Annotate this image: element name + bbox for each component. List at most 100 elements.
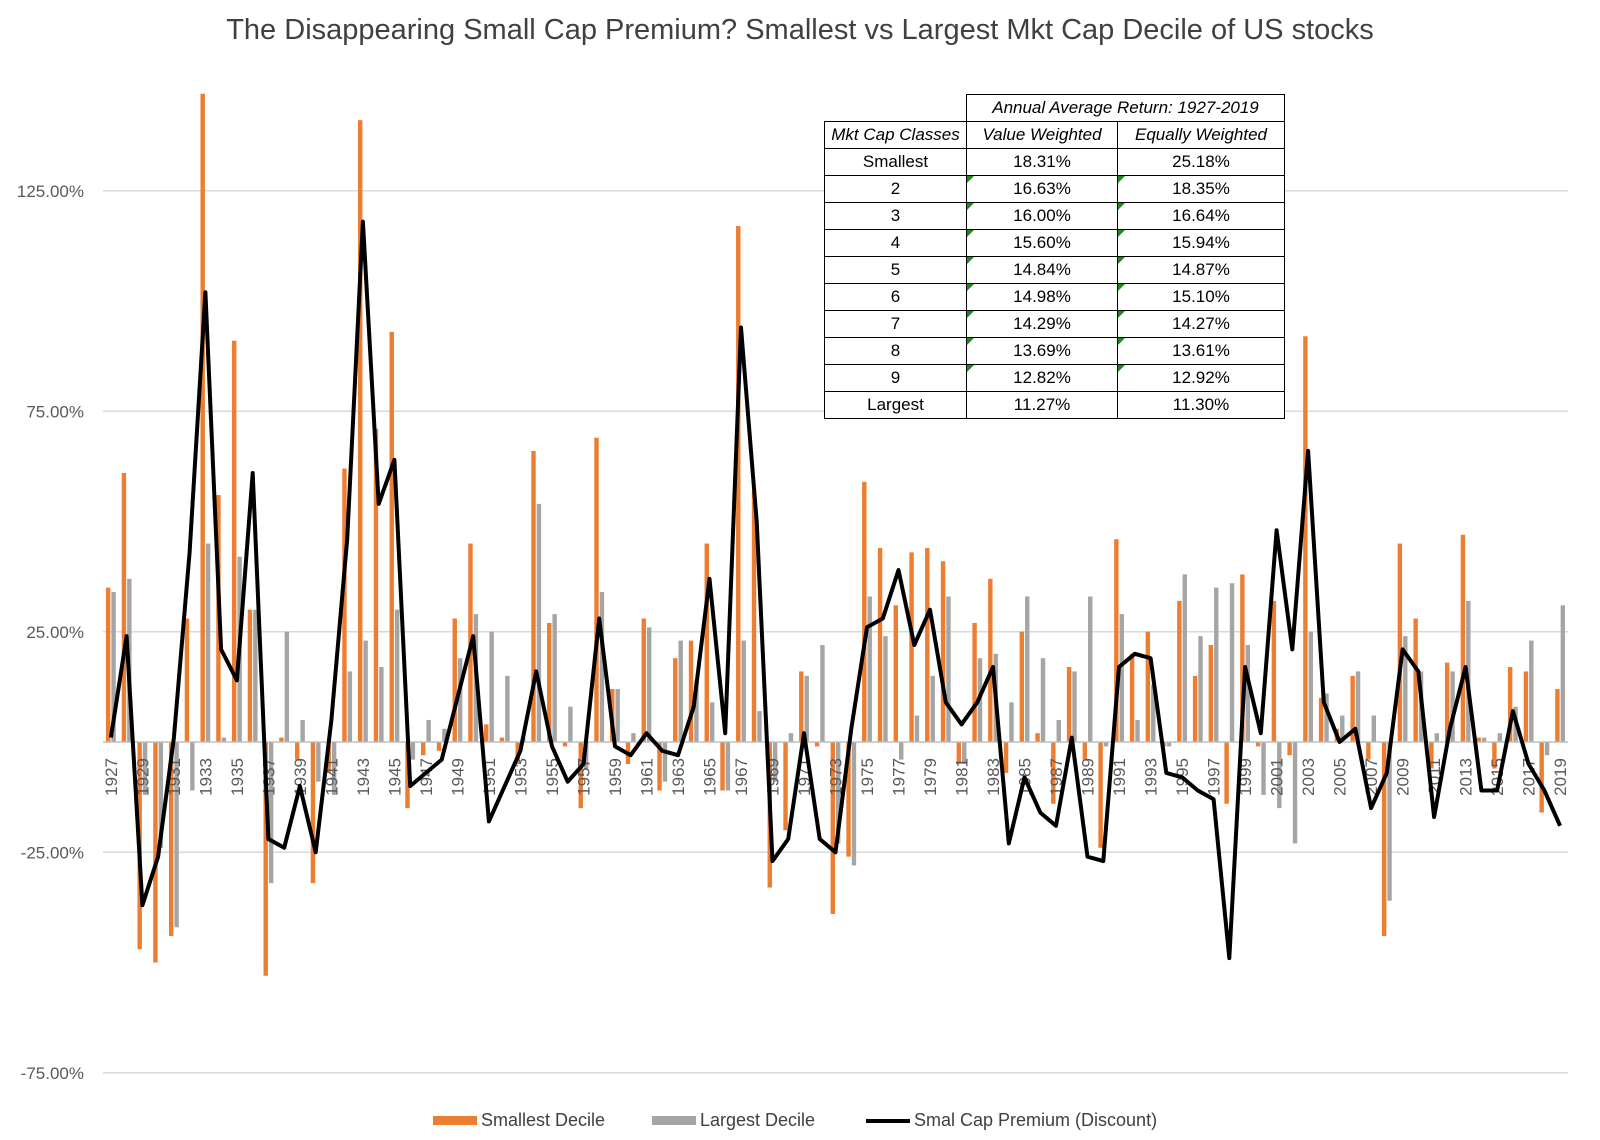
- chart-legend: Smallest Decile Largest Decile Smal Cap …: [0, 1108, 1600, 1132]
- table-column-header-row: Mkt Cap Classes Value Weighted Equally W…: [824, 121, 1285, 149]
- bar-largest-decile: [836, 742, 841, 844]
- bar-largest-decile: [1009, 702, 1014, 742]
- bar-smallest-decile: [1051, 742, 1056, 804]
- bar-smallest-decile: [1145, 631, 1151, 742]
- bar-smallest-decile: [1255, 742, 1261, 747]
- bar-largest-decile: [1324, 693, 1329, 742]
- bar-largest-decile: [568, 706, 573, 742]
- bar-smallest-decile: [688, 640, 694, 742]
- bar-smallest-decile: [1208, 644, 1214, 742]
- bar-smallest-decile: [877, 547, 883, 742]
- bar-largest-decile: [442, 728, 447, 742]
- table-cell-equally-weighted: 15.10%: [1117, 283, 1285, 311]
- bar-largest-decile: [867, 596, 872, 742]
- bar-largest-decile: [221, 737, 227, 742]
- bar-largest-decile: [914, 715, 920, 742]
- bar-smallest-decile: [751, 490, 757, 742]
- table-cell-class: 5: [824, 256, 967, 284]
- x-tick-label: 2009: [1394, 758, 1413, 796]
- bar-smallest-decile: [373, 428, 379, 742]
- cell-warning-marker: [1118, 257, 1125, 264]
- bar-largest-decile: [615, 689, 620, 742]
- bar-largest-decile: [316, 742, 321, 782]
- x-tick-label: 2017: [1520, 758, 1539, 796]
- bar-smallest-decile: [184, 618, 190, 742]
- bar-smallest-decile: [1429, 742, 1434, 769]
- bar-largest-decile: [300, 719, 305, 742]
- table-cell-text: 13.61%: [1172, 341, 1230, 360]
- table-cell-text: 3: [890, 206, 901, 225]
- bar-largest-decile: [883, 636, 888, 742]
- bar-largest-decile: [1450, 671, 1455, 742]
- bar-smallest-decile: [925, 547, 930, 742]
- cell-warning-marker: [1118, 311, 1125, 318]
- bar-smallest-decile: [279, 737, 284, 742]
- table-cell-text: Smallest: [862, 152, 929, 171]
- table-row: 8 13.69% 13.61%: [824, 337, 1285, 365]
- bar-largest-decile: [1434, 733, 1440, 742]
- bar-largest-decile: [899, 742, 904, 760]
- bar-smallest-decile: [153, 742, 158, 963]
- bar-smallest-decile: [421, 742, 426, 756]
- table-cell-value-weighted: 18.31%: [966, 148, 1118, 176]
- bar-smallest-decile: [247, 609, 253, 742]
- table-row: 6 14.98% 15.10%: [824, 283, 1285, 311]
- bar-smallest-decile: [1114, 539, 1119, 742]
- bar-largest-decile: [962, 742, 967, 765]
- bar-smallest-decile: [358, 120, 363, 742]
- cell-warning-marker: [967, 230, 974, 237]
- table-cell-value-weighted: 14.84%: [966, 256, 1118, 284]
- bar-largest-decile: [709, 702, 715, 742]
- x-tick-label: 2019: [1551, 758, 1570, 796]
- table-cell-text: 18.35%: [1172, 179, 1230, 198]
- bar-largest-decile: [804, 675, 809, 742]
- bar-largest-decile: [646, 627, 652, 742]
- x-tick-label: 1963: [669, 758, 688, 796]
- x-tick-label: 1943: [354, 758, 373, 796]
- x-tick-label: 2005: [1331, 758, 1350, 796]
- bar-largest-decile: [268, 742, 274, 884]
- table-cell-text: 9: [890, 368, 901, 387]
- table-cell-equally-weighted: 18.35%: [1117, 175, 1285, 203]
- bar-largest-decile: [1529, 640, 1534, 742]
- x-tick-label: 1961: [637, 758, 656, 796]
- bar-smallest-decile: [1492, 742, 1497, 769]
- table-cell-class: 3: [824, 202, 967, 230]
- bar-smallest-decile: [972, 622, 977, 742]
- bar-largest-decile: [694, 680, 699, 742]
- x-tick-label: 1959: [606, 758, 625, 796]
- table-cell-equally-weighted: 11.30%: [1117, 391, 1285, 419]
- bar-smallest-decile: [720, 742, 725, 791]
- bar-smallest-decile: [263, 742, 268, 976]
- y-tick-label: 125.00%: [17, 182, 84, 201]
- table-cell-equally-weighted: 15.94%: [1117, 229, 1285, 257]
- table-cell-equally-weighted: 14.27%: [1117, 310, 1285, 338]
- bar-largest-decile: [1340, 715, 1345, 742]
- x-tick-label: 1955: [543, 758, 562, 796]
- y-tick-label: -75.00%: [21, 1064, 84, 1083]
- bar-smallest-decile: [736, 226, 741, 742]
- bar-smallest-decile: [988, 578, 993, 742]
- bar-largest-decile: [410, 742, 416, 760]
- legend-label-largest: Largest Decile: [700, 1110, 816, 1130]
- table-cell-text: 5: [890, 260, 901, 279]
- bar-largest-decile: [820, 644, 825, 742]
- table-cell-value-weighted: 14.29%: [966, 310, 1118, 338]
- y-axis-tick-labels: 125.00% 75.00% 25.00% -25.00% -75.00%: [17, 182, 84, 1083]
- bar-smallest-decile: [1098, 742, 1103, 848]
- table-cell-text: 8: [890, 341, 901, 360]
- bar-smallest-decile: [105, 587, 111, 742]
- table-row: Smallest 18.31% 25.18%: [824, 148, 1285, 176]
- x-tick-label: 1935: [228, 758, 247, 796]
- cell-warning-marker: [967, 176, 974, 183]
- cell-warning-marker: [967, 257, 974, 264]
- table-row: 2 16.63% 18.35%: [824, 175, 1285, 203]
- smallest-decile-bars: [105, 93, 1560, 976]
- bar-largest-decile: [631, 733, 636, 742]
- bar-smallest-decile: [562, 742, 568, 747]
- bar-smallest-decile: [893, 605, 899, 742]
- table-cell-class: 7: [824, 310, 967, 338]
- bar-smallest-decile: [657, 742, 662, 791]
- table-row: 4 15.60% 15.94%: [824, 229, 1285, 257]
- bar-largest-decile: [1371, 715, 1377, 742]
